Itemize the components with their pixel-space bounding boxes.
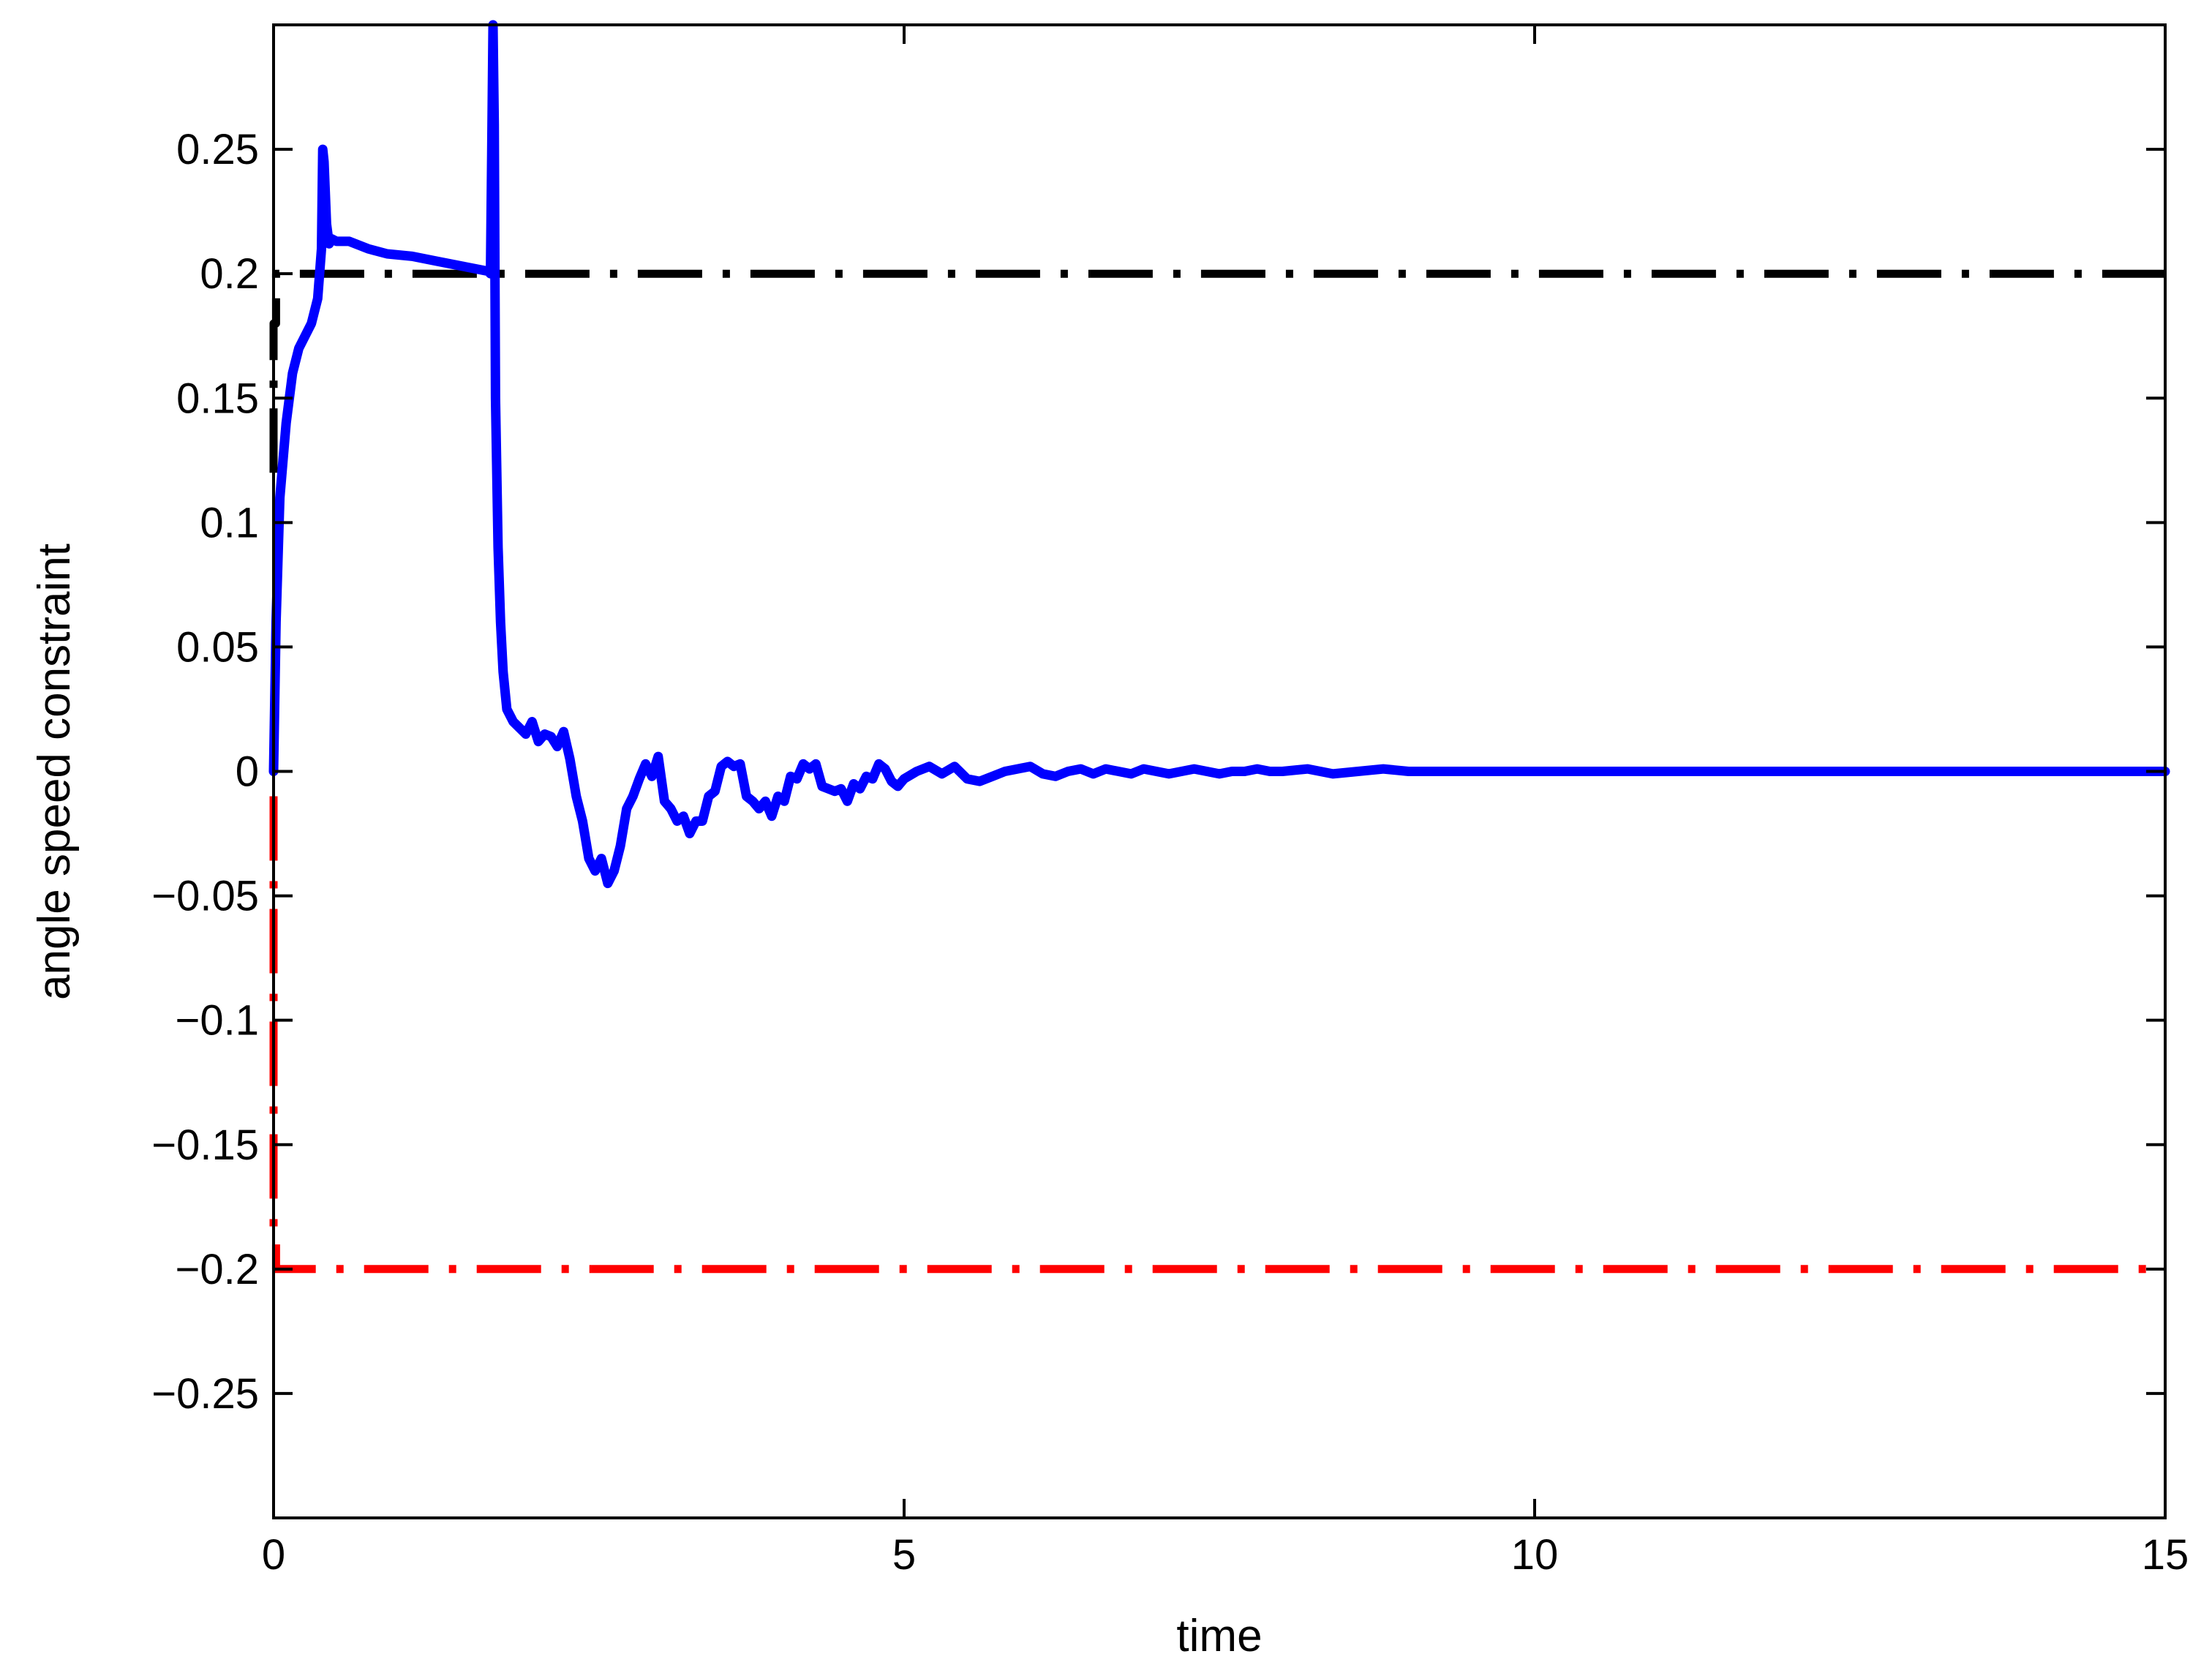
y-tick-label: 0.2 [200,250,259,298]
tick-layer: 0 5 10 15 0.25 0.2 0.15 0.1 0.05 0 −0.05 −0.1 −0.15 −… [151,25,2189,1579]
y-tick-label: 0 [236,748,259,796]
y-tick-label: −0.15 [151,1121,259,1169]
y-tick-label: 0.15 [176,375,259,422]
series-line-red-lower-bound [269,796,2165,1274]
x-axis-label: time [1176,1611,1262,1661]
x-tick-label: 15 [2142,1531,2189,1579]
y-tick-label: 0.25 [176,126,259,173]
y-tick-label: 0.1 [200,499,259,546]
series-layer [268,20,2170,1274]
y-tick-label: −0.1 [176,997,260,1045]
series-line-black-upper-bound [269,269,2165,473]
x-tick-label: 10 [1511,1531,1559,1579]
x-tick-label: 5 [892,1531,916,1579]
y-axis-label: angle speed constraint [29,544,80,1000]
series-line-blue [268,20,2170,889]
y-tick-label: −0.2 [176,1246,260,1293]
y-tick-label: 0.05 [176,623,259,671]
y-tick-label: −0.05 [151,873,259,920]
y-tick-label: −0.25 [151,1370,259,1418]
x-tick-label: 0 [262,1531,285,1579]
